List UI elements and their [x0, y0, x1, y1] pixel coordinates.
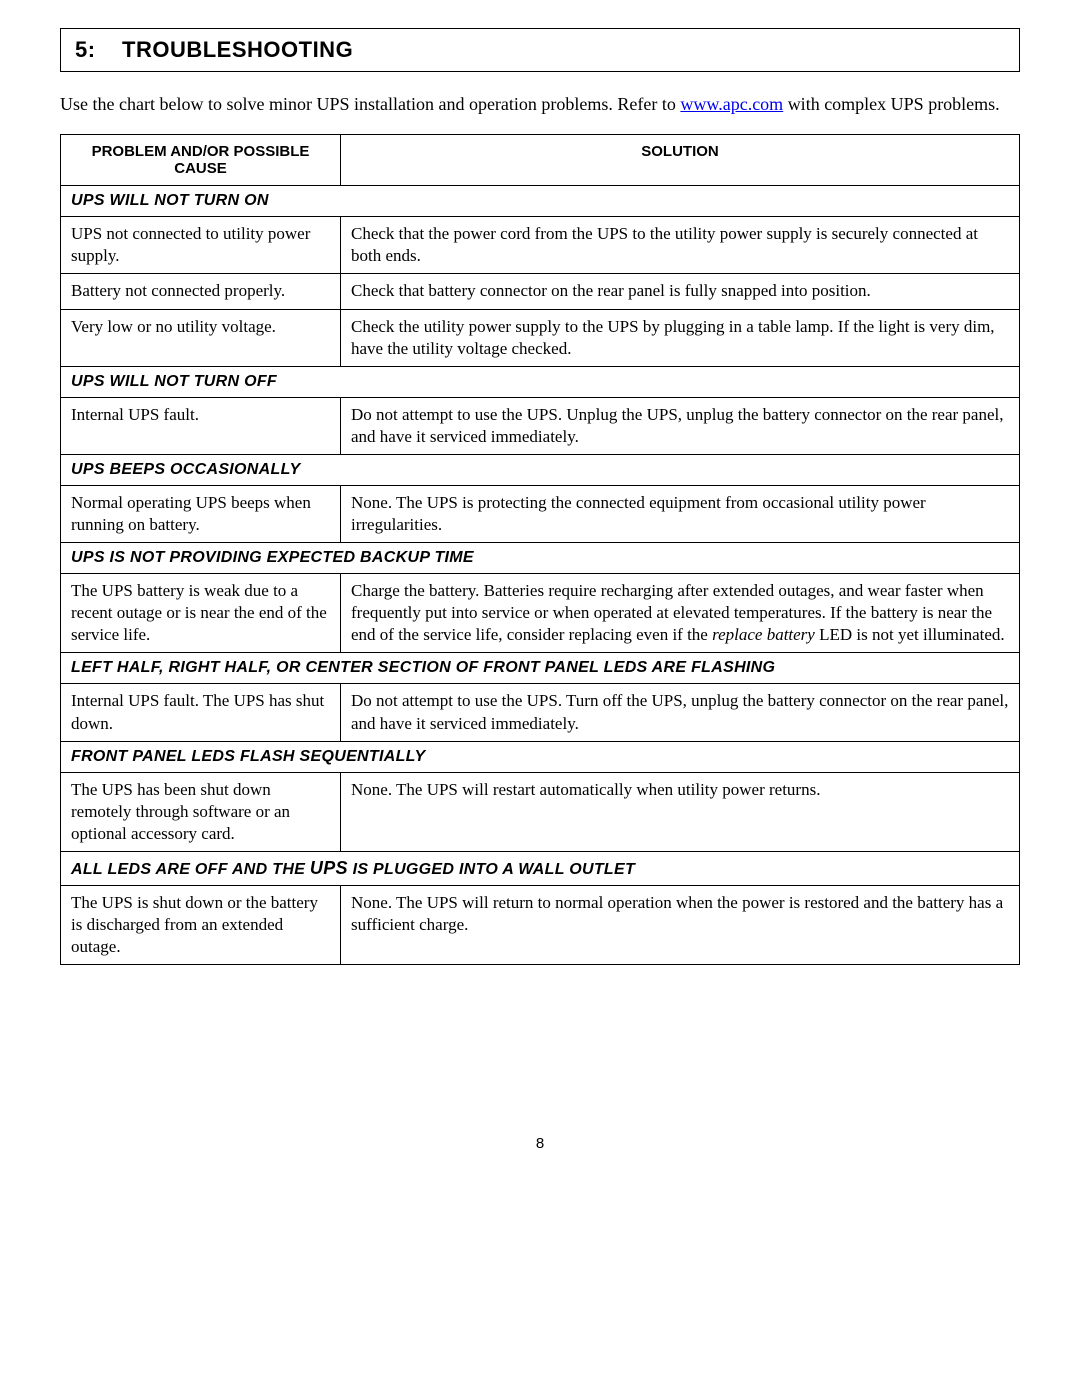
intro-pre: Use the chart below to solve minor UPS i…	[60, 94, 680, 114]
group-heading: UPS BEEPS OCCASIONALLY	[61, 454, 1020, 485]
table-row: The UPS battery is weak due to a recent …	[61, 574, 1020, 653]
solution-cell: Charge the battery. Batteries require re…	[341, 574, 1020, 653]
problem-cell: Internal UPS fault.	[61, 397, 341, 454]
solution-cell: Check the utility power supply to the UP…	[341, 309, 1020, 366]
problem-cell: UPS not connected to utility power suppl…	[61, 217, 341, 274]
table-row: Internal UPS fault. The UPS has shut dow…	[61, 684, 1020, 741]
solution-cell: None. The UPS will return to normal oper…	[341, 885, 1020, 964]
gh-pre: ALL LEDS ARE OFF AND THE	[71, 861, 310, 878]
group-heading: ALL LEDS ARE OFF AND THE UPS IS PLUGGED …	[61, 851, 1020, 885]
section-title: TROUBLESHOOTING	[122, 37, 353, 62]
problem-cell: The UPS is shut down or the battery is d…	[61, 885, 341, 964]
gh-post: IS PLUGGED INTO A WALL OUTLET	[348, 861, 635, 878]
table-row: Very low or no utility voltage. Check th…	[61, 309, 1020, 366]
table-row: The UPS has been shut down remotely thro…	[61, 772, 1020, 851]
table-row: Internal UPS fault. Do not attempt to us…	[61, 397, 1020, 454]
problem-cell: Internal UPS fault. The UPS has shut dow…	[61, 684, 341, 741]
group-heading: LEFT HALF, RIGHT HALF, OR CENTER SECTION…	[61, 653, 1020, 684]
group-heading: FRONT PANEL LEDS FLASH SEQUENTIALLY	[61, 741, 1020, 772]
troubleshooting-table: PROBLEM AND/OR POSSIBLE CAUSE SOLUTION U…	[60, 134, 1020, 965]
solution-cell: Check that battery connector on the rear…	[341, 274, 1020, 309]
page-number: 8	[60, 1135, 1020, 1152]
sol-post: LED is not yet illuminated.	[815, 625, 1005, 644]
solution-cell: Do not attempt to use the UPS. Unplug th…	[341, 397, 1020, 454]
header-solution: SOLUTION	[341, 135, 1020, 186]
section-number: 5:	[75, 37, 96, 62]
table-row: Battery not connected properly. Check th…	[61, 274, 1020, 309]
intro-link[interactable]: www.apc.com	[680, 94, 783, 114]
problem-cell: Battery not connected properly.	[61, 274, 341, 309]
problem-cell: The UPS has been shut down remotely thro…	[61, 772, 341, 851]
sol-em: replace battery	[712, 625, 815, 644]
table-row: UPS not connected to utility power suppl…	[61, 217, 1020, 274]
solution-cell: None. The UPS will restart automatically…	[341, 772, 1020, 851]
intro-paragraph: Use the chart below to solve minor UPS i…	[60, 92, 1020, 116]
solution-cell: None. The UPS is protecting the connecte…	[341, 485, 1020, 542]
solution-cell: Do not attempt to use the UPS. Turn off …	[341, 684, 1020, 741]
intro-post: with complex UPS problems.	[783, 94, 1000, 114]
group-heading: UPS WILL NOT TURN OFF	[61, 366, 1020, 397]
solution-cell: Check that the power cord from the UPS t…	[341, 217, 1020, 274]
problem-cell: Normal operating UPS beeps when running …	[61, 485, 341, 542]
group-heading: UPS IS NOT PROVIDING EXPECTED BACKUP TIM…	[61, 543, 1020, 574]
group-heading: UPS WILL NOT TURN ON	[61, 186, 1020, 217]
table-row: The UPS is shut down or the battery is d…	[61, 885, 1020, 964]
problem-cell: Very low or no utility voltage.	[61, 309, 341, 366]
table-header-row: PROBLEM AND/OR POSSIBLE CAUSE SOLUTION	[61, 135, 1020, 186]
problem-cell: The UPS battery is weak due to a recent …	[61, 574, 341, 653]
table-row: Normal operating UPS beeps when running …	[61, 485, 1020, 542]
gh-big: UPS	[310, 858, 348, 878]
header-problem: PROBLEM AND/OR POSSIBLE CAUSE	[61, 135, 341, 186]
section-header: 5: TROUBLESHOOTING	[60, 28, 1020, 72]
